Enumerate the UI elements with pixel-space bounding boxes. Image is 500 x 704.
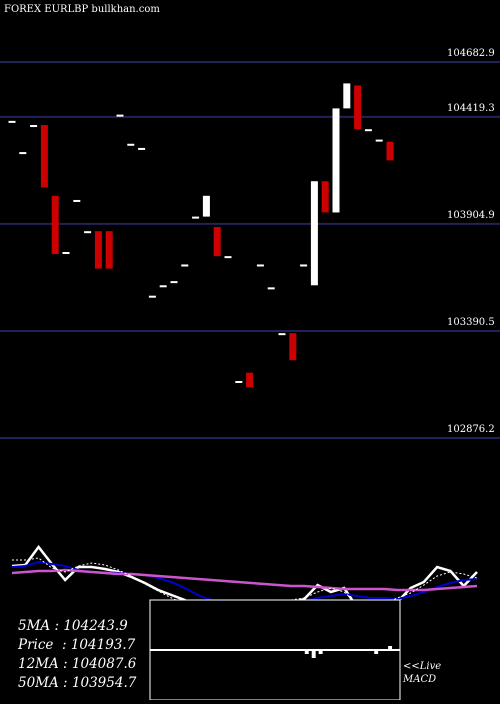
candle	[116, 114, 124, 117]
candle	[19, 152, 27, 155]
candle	[84, 231, 92, 234]
candle	[256, 264, 264, 267]
price-level-label: 104682.9	[447, 48, 495, 59]
candle	[181, 264, 189, 267]
macd-label-name: MACD	[403, 674, 437, 685]
candle	[375, 139, 383, 142]
macd-label: <<Live MACD	[403, 660, 441, 686]
candle	[202, 195, 210, 217]
candle	[246, 372, 254, 388]
candle	[30, 125, 38, 128]
candle	[310, 181, 318, 286]
stat-50ma: 50MA : 103954.7	[18, 675, 137, 691]
candle	[159, 285, 167, 288]
macd-bar	[374, 650, 379, 654]
macd-bar	[311, 650, 316, 658]
chart-title: FOREX EURLBP bullkhan.com	[4, 4, 160, 15]
stat-50ma-label: 50MA	[18, 675, 59, 691]
price-level-label: 103390.5	[447, 317, 495, 328]
candle	[354, 85, 362, 130]
candle	[62, 251, 70, 254]
price-level-label: 103904.9	[447, 210, 495, 221]
stat-12ma-value: 104087.6	[71, 656, 137, 672]
stat-5ma-label: 5MA	[18, 618, 51, 634]
macd-bar	[388, 646, 393, 650]
candle	[235, 381, 243, 384]
candle	[224, 256, 232, 259]
candle	[278, 333, 286, 336]
candle	[289, 333, 297, 361]
stat-5ma-value: 104243.9	[63, 618, 128, 634]
candle	[267, 287, 275, 290]
candle	[321, 181, 329, 213]
candle	[213, 227, 221, 257]
stat-50ma-value: 103954.7	[71, 675, 137, 691]
candle	[138, 147, 146, 150]
stat-price-value: 104193.7	[70, 637, 136, 653]
macd-bar	[304, 650, 309, 654]
candle	[8, 120, 16, 123]
candle	[192, 216, 200, 219]
candle	[73, 199, 81, 202]
stat-price: Price : 104193.7	[18, 637, 136, 653]
candle	[343, 83, 351, 109]
candle	[94, 231, 102, 269]
stat-price-label: Price	[18, 637, 54, 653]
candle	[170, 281, 178, 284]
candle	[127, 143, 135, 146]
macd-label-live: <<Live	[403, 661, 442, 672]
candle	[105, 231, 113, 269]
stats-panel: 5MA : 104243.9 Price : 104193.7 12MA : 1…	[18, 617, 136, 693]
candle	[300, 264, 308, 267]
stat-12ma-label: 12MA	[18, 656, 59, 672]
price-level-label: 104419.3	[447, 103, 495, 114]
indicator-line-ma-slow	[11, 568, 478, 592]
candle	[364, 129, 372, 132]
candle	[332, 108, 340, 213]
macd-bar	[318, 650, 323, 654]
stat-5ma: 5MA : 104243.9	[18, 618, 128, 634]
candle	[386, 141, 394, 161]
price-level-label: 102876.2	[447, 424, 495, 435]
stat-12ma: 12MA : 104087.6	[18, 656, 137, 672]
candle	[148, 295, 156, 298]
candle	[51, 195, 59, 255]
candle	[40, 125, 48, 188]
